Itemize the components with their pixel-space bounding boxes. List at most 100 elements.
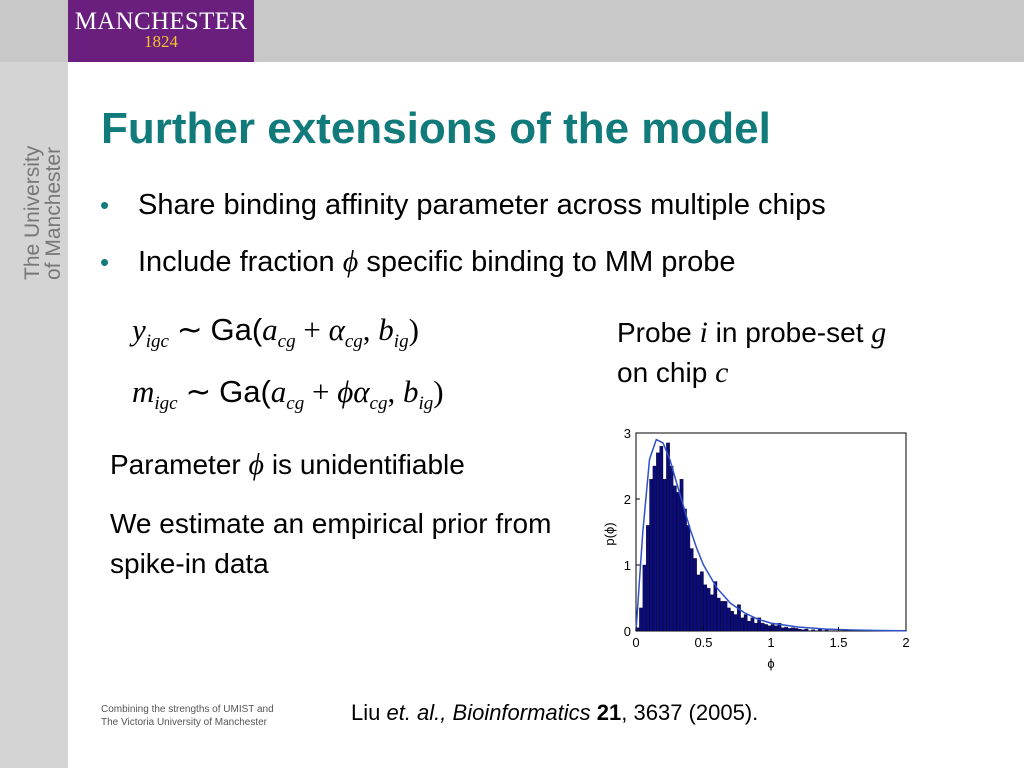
- histogram-bar: [699, 571, 704, 632]
- histogram-bar: [710, 594, 714, 632]
- eq-var: α: [353, 374, 370, 410]
- note-post: is unidentifiable: [271, 449, 465, 480]
- footer-line-1: Combining the strengths of UMIST and: [101, 704, 274, 715]
- phi-symbol: ϕ: [342, 245, 359, 278]
- histogram-bar: [770, 624, 775, 632]
- model-equations: yigc ∼ Ga(acg + αcg, big) migc ∼ Ga(acg …: [132, 305, 582, 429]
- histogram-bar: [669, 465, 674, 632]
- y-tick-label: 3: [624, 426, 631, 441]
- logo-name: MANCHESTER: [74, 8, 248, 35]
- equation-m: migc ∼ Ga(acg + ϕαcg, big): [132, 367, 582, 429]
- probe-word: in probe-set: [715, 317, 864, 348]
- side-line-2: of Manchester: [42, 146, 65, 280]
- histogram-bar: [801, 629, 805, 632]
- citation: Liu et. al., Bioinformatics 21, 3637 (20…: [351, 700, 758, 726]
- probe-description: Probe i in probe-set g on chip c: [617, 313, 997, 393]
- university-vertical-text: The University of Manchester: [21, 145, 65, 280]
- histogram-bar: [713, 581, 718, 632]
- x-tick-label: 1: [767, 635, 774, 650]
- eq-comma: ,: [387, 374, 396, 410]
- histogram-bar: [824, 629, 829, 632]
- histogram-bar: [703, 584, 708, 632]
- histogram-bar: [686, 525, 691, 632]
- x-tick-label: 0.5: [694, 635, 712, 650]
- eq-sub: cg: [369, 393, 388, 415]
- eq-plus: +: [311, 374, 330, 410]
- cite-author: Liu: [351, 700, 381, 725]
- axis-ticks: 0 0.5 1 1.5 2 0 1 2 3: [624, 426, 910, 650]
- eq-fn: Ga(: [219, 374, 271, 410]
- histogram-bar: [787, 628, 792, 632]
- histogram-bar: [639, 607, 643, 632]
- phi-symbol: ϕ: [248, 448, 265, 481]
- histogram-bar: [743, 614, 748, 632]
- eq-fn: Ga(: [210, 312, 263, 347]
- histogram-bar: [794, 628, 799, 632]
- histogram-bar: [672, 485, 677, 632]
- eq-comma: ,: [362, 312, 371, 347]
- eq-var: α: [328, 312, 345, 347]
- x-tick-label: 2: [902, 635, 909, 650]
- histogram-bar: [760, 622, 765, 632]
- histogram-bar: [750, 617, 755, 632]
- eq-sub: cg: [286, 393, 305, 415]
- histogram-bars: [635, 442, 829, 632]
- probe-var: c: [715, 356, 729, 389]
- histogram-bar: [797, 628, 802, 632]
- eq-tilde: ∼: [176, 312, 203, 347]
- bullet-list: • Share binding affinity parameter acros…: [100, 185, 826, 299]
- footer-text: Combining the strengths of UMIST and The…: [101, 703, 274, 729]
- histogram-bar: [693, 558, 697, 632]
- histogram-bar: [676, 492, 681, 632]
- histogram-bar: [642, 564, 647, 632]
- eq-var: m: [132, 374, 155, 410]
- histogram-bar: [777, 622, 782, 632]
- histogram-bar: [730, 611, 735, 632]
- eq-var: b: [378, 312, 394, 347]
- bullet-item: • Include fraction ϕ specific binding to…: [100, 242, 826, 282]
- histogram-bar: [656, 452, 660, 632]
- probe-word: on chip: [617, 357, 708, 388]
- histogram-bar: [659, 446, 664, 632]
- histogram-bar: [666, 442, 670, 632]
- y-tick-label: 2: [624, 492, 631, 507]
- side-line-1: The University: [21, 145, 44, 280]
- x-tick-label: 1.5: [829, 635, 847, 650]
- eq-sub: cg: [344, 331, 363, 353]
- eq-var: a: [262, 312, 278, 347]
- histogram-bar: [804, 628, 809, 632]
- note-pre: Parameter: [110, 449, 241, 480]
- cite-volume: 21: [596, 700, 622, 725]
- y-tick-label: 1: [624, 558, 631, 573]
- eq-var: a: [270, 374, 287, 410]
- eq-close: ): [408, 312, 419, 347]
- bullet-text-pre: Include fraction: [138, 246, 335, 278]
- y-axis-label: p(ϕ): [602, 522, 617, 545]
- eq-tilde: ∼: [185, 374, 212, 410]
- histogram-bar: [706, 587, 711, 632]
- histogram-bar: [747, 620, 751, 632]
- cite-journal: et. al., Bioinformatics: [386, 700, 591, 725]
- bullet-text: Share binding affinity parameter across …: [138, 189, 826, 221]
- histogram-bar: [726, 607, 731, 632]
- histogram-bar: [716, 597, 721, 632]
- slide-title: Further extensions of the model: [101, 104, 771, 153]
- eq-sub: ig: [393, 331, 409, 353]
- eq-var: y: [132, 312, 146, 347]
- histogram-bar: [767, 625, 772, 632]
- histogram-bar: [723, 601, 728, 632]
- bullet-dot-icon: •: [100, 247, 110, 277]
- parameter-notes: Parameter ϕ is unidentifiable We estimat…: [110, 445, 580, 603]
- footer-line-2: The Victoria University of Manchester: [101, 717, 267, 728]
- x-tick-label: 0: [632, 635, 639, 650]
- eq-sub: igc: [145, 331, 169, 353]
- prior-note: We estimate an empirical prior from spik…: [110, 508, 552, 579]
- logo-year: 1824: [144, 32, 178, 51]
- probe-word: Probe: [617, 317, 692, 348]
- x-axis-label: ϕ: [767, 656, 774, 671]
- cite-rest: , 3637 (2005).: [621, 700, 759, 725]
- phi-histogram-chart: 0 0.5 1 1.5 2 0 1 2 3 p(ϕ) ϕ: [602, 426, 910, 671]
- histogram-bar: [649, 479, 654, 632]
- bullet-text-post: specific binding to MM probe: [366, 246, 736, 278]
- histogram-bar: [645, 525, 650, 632]
